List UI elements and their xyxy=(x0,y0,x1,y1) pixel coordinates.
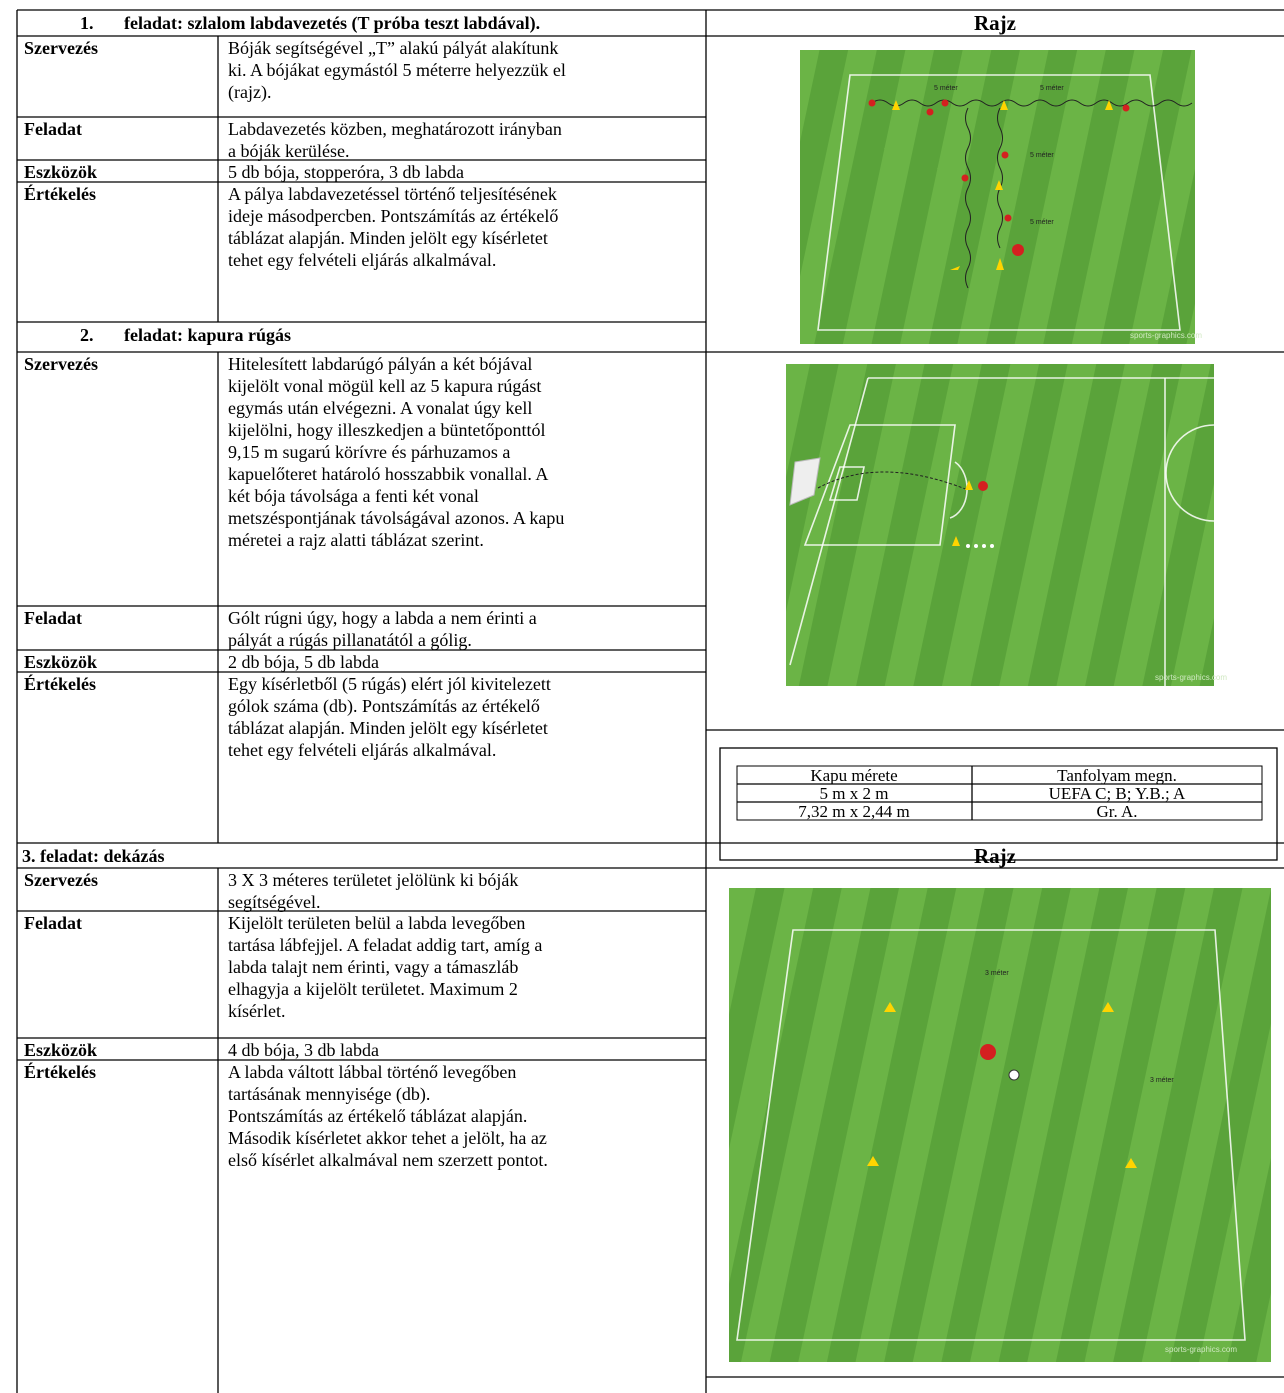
row-text: tartásának mennyisége (db). xyxy=(228,1084,430,1105)
row-text: tehet egy felvételi eljárás alkalmával. xyxy=(228,740,496,760)
row-text: Gólt rúgni úgy, hogy a labda a nem érint… xyxy=(228,608,537,628)
image-label: 5 méter xyxy=(934,85,958,92)
row-label: Értékelés xyxy=(24,183,96,204)
row-text: ideje másodpercben. Pontszámítás az érté… xyxy=(228,206,558,226)
row-text: (rajz). xyxy=(228,82,271,103)
row-text: a bóják kerülése. xyxy=(228,141,349,161)
row-text: Pontszámítás az értékelő táblázat alapjá… xyxy=(228,1106,527,1126)
section-number: 2. xyxy=(80,325,94,345)
row-text: egymás után elvégezni. A vonalat úgy kel… xyxy=(228,398,532,418)
image-credit: sports-graphics.com xyxy=(1165,1345,1237,1354)
row-text: tehet egy felvételi eljárás alkalmával. xyxy=(228,250,496,270)
frame xyxy=(16,9,1284,1393)
image-label: 3 méter xyxy=(1150,1077,1174,1084)
image-credit: sports-graphics.com xyxy=(1130,331,1202,340)
image-credit: sports-graphics.com xyxy=(1155,673,1227,682)
row-label: Szervezés xyxy=(24,38,98,58)
goal-table-box xyxy=(719,747,1278,861)
row-label: Értékelés xyxy=(24,1061,96,1082)
goal-table-cell: Gr. A. xyxy=(1096,802,1137,821)
section-title: feladat: szlalom labdavezetés (T próba t… xyxy=(124,13,540,34)
goal-table-header: Tanfolyam megn. xyxy=(1057,766,1177,785)
row-text: tartása lábfejjel. A feladat addig tart,… xyxy=(228,935,542,955)
row-text: első kísérlet alkalmával nem szerzett po… xyxy=(228,1150,548,1170)
goal-table-cell: 5 m x 2 m xyxy=(820,784,889,803)
drawing-title: Rajz xyxy=(974,11,1016,35)
image-label: 5 méter xyxy=(1030,219,1054,226)
row-label: Szervezés xyxy=(24,354,98,374)
goal-table-cell: 7,32 m x 2,44 m xyxy=(798,802,909,821)
row-text: Hitelesített labdarúgó pályán a két bójá… xyxy=(228,354,532,374)
section-title: feladat: kapura rúgás xyxy=(124,325,291,345)
row-text: pályát a rúgás pillanatától a gólig. xyxy=(228,630,472,650)
row-label: Eszközök xyxy=(24,1040,97,1060)
goal-table-header: Kapu mérete xyxy=(810,766,897,785)
row-text: labda talajt nem érinti, vagy a támaszlá… xyxy=(228,957,518,977)
row-text: kísérlet. xyxy=(228,1001,285,1021)
row-text: metszéspontjának távolságával azonos. A … xyxy=(228,508,564,528)
section-number: 1. xyxy=(80,13,94,33)
section-title: 3. feladat: dekázás xyxy=(22,846,165,866)
image-label: 5 méter xyxy=(1040,85,1064,92)
row-text: táblázat alapján. Minden jelölt egy kísé… xyxy=(228,228,548,248)
drawing-penalty: sports-graphics.com xyxy=(786,364,1227,686)
goal-table-cell: UEFA C; B; Y.B.; A xyxy=(1049,784,1186,803)
row-text: gólok száma (db). Pontszámítás az értéke… xyxy=(228,696,540,717)
row-text: kijelölni, hogy illeszkedjen a büntetőpo… xyxy=(228,420,545,440)
row-text: segítségével. xyxy=(228,892,320,912)
row-text: 2 db bója, 5 db labda xyxy=(228,652,379,672)
row-text: táblázat alapján. Minden jelölt egy kísé… xyxy=(228,718,548,738)
drawing-juggling: 3 méter 3 méter sports-graphics.com xyxy=(729,888,1271,1362)
row-text: A pálya labdavezetéssel történő teljesít… xyxy=(228,184,557,204)
image-label: 3 méter xyxy=(985,970,1009,977)
row-text: kijelölt vonal mögül kell az 5 kapura rú… xyxy=(228,376,541,396)
row-text: A labda váltott lábbal történő levegőben xyxy=(228,1062,516,1082)
row-text: 3 X 3 méteres területet jelölünk ki bójá… xyxy=(228,870,518,890)
row-label: Feladat xyxy=(24,913,82,933)
row-text: Labdavezetés közben, meghatározott irány… xyxy=(228,119,562,139)
row-label: Eszközök xyxy=(24,652,97,672)
row-label: Feladat xyxy=(24,608,82,628)
row-text: 9,15 m sugarú körívre és párhuzamos a xyxy=(228,442,510,462)
row-text: kapuelőteret határoló hosszabbik vonalla… xyxy=(228,464,548,484)
row-text: ki. A bójákat egymástól 5 méterre helyez… xyxy=(228,60,566,80)
row-label: Eszközök xyxy=(24,162,97,182)
row-text: 4 db bója, 3 db labda xyxy=(228,1040,379,1060)
row-text: elhagyja a kijelölt területet. Maximum 2 xyxy=(228,979,518,999)
row-text: két bója távolsága a fenti két vonal xyxy=(228,486,479,506)
row-text: Kijelölt területen belül a labda levegőb… xyxy=(228,913,525,933)
row-text: 5 db bója, stopperóra, 3 db labda xyxy=(228,162,464,182)
drawing-slalom: 5 méter 5 méter 5 méter 5 méter sports-g… xyxy=(800,50,1202,344)
row-label: Feladat xyxy=(24,119,82,139)
row-label: Szervezés xyxy=(24,870,98,890)
row-label: Értékelés xyxy=(24,673,96,694)
row-text: méretei a rajz alatti táblázat szerint. xyxy=(228,530,484,550)
row-text: Bóják segítségével „T” alakú pályát alak… xyxy=(228,38,558,58)
row-text: Második kísérletet akkor tehet a jelölt,… xyxy=(228,1128,547,1148)
image-label: 5 méter xyxy=(1030,152,1054,159)
row-text: Egy kísérletből (5 rúgás) elért jól kivi… xyxy=(228,674,551,695)
drawing-title: Rajz xyxy=(974,844,1016,868)
